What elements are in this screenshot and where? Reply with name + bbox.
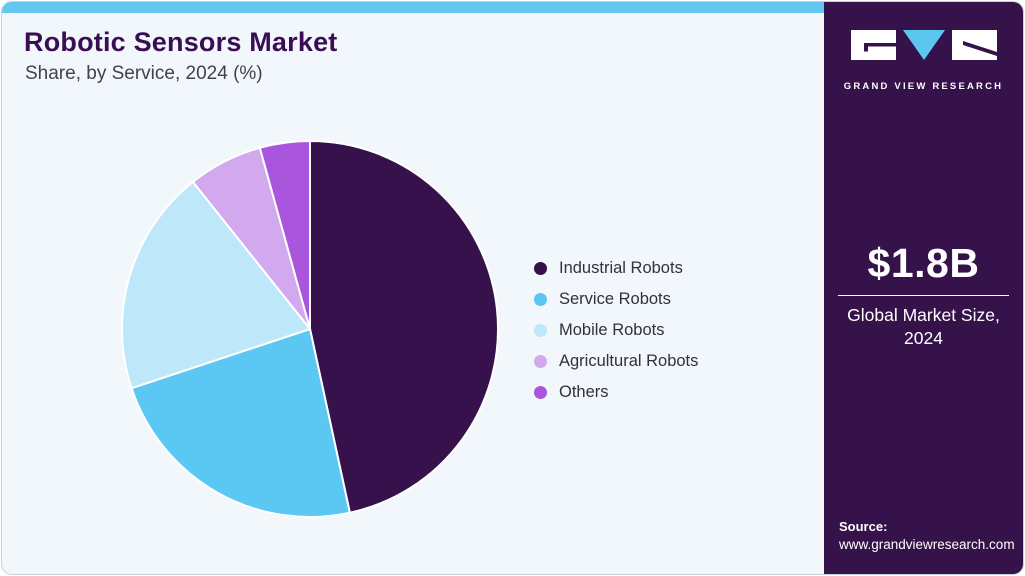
market-size-label: Global Market Size, 2024: [847, 305, 1000, 348]
legend-item: Mobile Robots: [534, 319, 698, 341]
legend-swatch-icon: [534, 385, 547, 399]
pie-chart: [121, 140, 499, 518]
market-size-callout: $1.8B Global Market Size, 2024: [838, 240, 1009, 350]
chart-legend: Industrial Robots Service Robots Mobile Ro…: [534, 257, 698, 412]
gvr-logo: GRAND VIEW RESEARCH: [824, 28, 1023, 92]
legend-label: Agricultural Robots: [559, 351, 699, 370]
pie-slice-mobile-robots: [121, 180, 311, 390]
legend-item: Industrial Robots: [534, 257, 698, 279]
legend-swatch-icon: [534, 261, 547, 275]
pie-slice-others: [258, 140, 311, 330]
source-label: Source:: [839, 519, 888, 534]
legend-label: Mobile Robots: [559, 320, 665, 339]
market-size-value: $1.8B: [867, 240, 980, 286]
legend-item: Others: [534, 381, 698, 403]
page-title: Robotic Sensors Market: [24, 27, 338, 57]
chart-panel: Robotic Sensors Market Share, by Service…: [2, 13, 824, 574]
legend-item: Agricultural Robots: [534, 350, 698, 372]
legend-label: Industrial Robots: [559, 258, 683, 277]
legend-swatch-icon: [534, 292, 547, 306]
market-size-divider: [838, 295, 1009, 296]
brand-sidebar: GRAND VIEW RESEARCH $1.8B Global Market …: [824, 2, 1023, 574]
legend-item: Service Robots: [534, 288, 698, 310]
source-url[interactable]: www.grandviewresearch.com: [839, 537, 1015, 552]
top-accent-bar: [2, 2, 824, 13]
gvr-logo-icon: [850, 30, 997, 60]
chart-subtitle: Share, by Service, 2024 (%): [25, 63, 263, 84]
legend-label: Service Robots: [559, 289, 671, 308]
pie-slice-industrial-robots: [309, 140, 499, 514]
source-note: Source: www.grandviewresearch.com: [839, 519, 1015, 552]
legend-label: Others: [559, 382, 609, 401]
gvr-logo-text: GRAND VIEW RESEARCH: [843, 81, 1004, 92]
legend-swatch-icon: [534, 354, 547, 368]
legend-swatch-icon: [534, 323, 547, 337]
pie-slice-service-robots: [130, 328, 351, 518]
